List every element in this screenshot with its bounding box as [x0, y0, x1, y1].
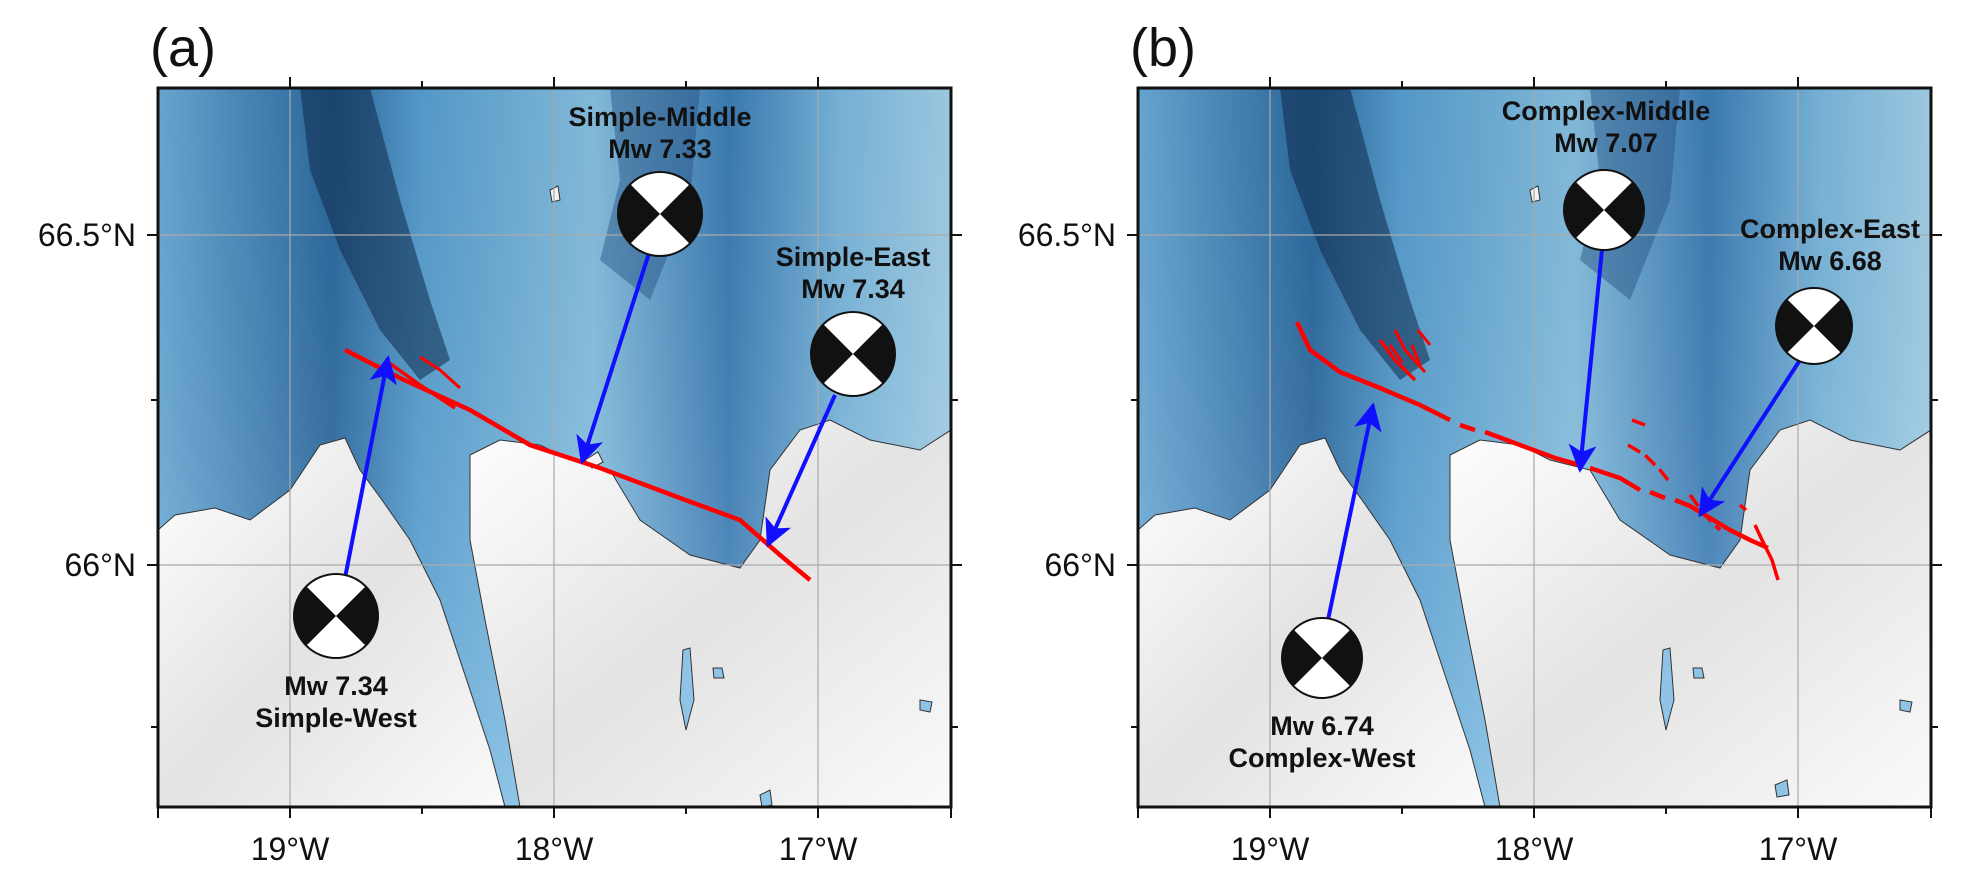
x-tick-label: 17°W: [1759, 831, 1838, 867]
event-name: Complex-East: [1740, 214, 1920, 244]
event-arrow: [1568, 249, 1604, 473]
event-magnitude: Mw 7.33: [608, 134, 712, 164]
graticule: [1138, 88, 1931, 807]
x-tick-label: 17°W: [779, 831, 858, 867]
land-east: [1449, 419, 1931, 807]
panel-b: (b): [1018, 18, 1942, 867]
y-tick-label: 66°N: [1045, 547, 1117, 583]
event-name: Complex-Middle: [1502, 96, 1711, 126]
panel-a-ticks: [147, 77, 962, 818]
lake: [679, 647, 695, 731]
focal-mechanism-beachball: [810, 311, 896, 397]
event-arrow: [343, 355, 397, 579]
event-name: Simple-Middle: [568, 102, 751, 132]
graticule: [158, 88, 951, 807]
focal-mechanism-beachball: [1563, 169, 1645, 251]
focal-mechanism-beachball: [617, 171, 703, 257]
event-magnitude: Mw 7.34: [801, 274, 905, 304]
deep-trough: [1280, 88, 1430, 380]
panel-a: (a): [38, 18, 962, 867]
event-name: Simple-East: [776, 242, 931, 272]
event-arrow: [765, 394, 837, 548]
event-arrow: [1698, 358, 1802, 518]
x-tick-label: 19°W: [251, 831, 330, 867]
panel-a-map: [158, 88, 951, 807]
event-magnitude: Mw 7.07: [1554, 128, 1658, 158]
y-tick-label: 66.5°N: [1018, 217, 1116, 253]
event-name: Simple-West: [255, 703, 417, 733]
event-arrow: [576, 249, 652, 465]
focal-mechanism-beachball: [1775, 287, 1853, 365]
y-tick-label: 66°N: [65, 547, 137, 583]
panel-b-map: [1138, 88, 1931, 807]
event-magnitude: Mw 6.74: [1270, 711, 1374, 741]
event-magnitude: Mw 6.68: [1778, 246, 1882, 276]
panel-b-ticks: [1127, 77, 1942, 818]
focal-mechanism-beachball: [1281, 617, 1363, 699]
event-magnitude: Mw 7.34: [284, 671, 388, 701]
event-arrow: [1326, 402, 1382, 621]
event-name: Complex-West: [1228, 743, 1415, 773]
x-tick-label: 18°W: [1495, 831, 1574, 867]
panel-b-letter: (b): [1130, 18, 1196, 78]
y-tick-label: 66.5°N: [38, 217, 136, 253]
panel-a-letter: (a): [150, 18, 216, 78]
focal-mechanism-beachball: [293, 573, 379, 659]
x-tick-label: 19°W: [1231, 831, 1310, 867]
x-tick-label: 18°W: [515, 831, 594, 867]
deep-trough: [300, 88, 450, 380]
lake: [1659, 647, 1675, 731]
